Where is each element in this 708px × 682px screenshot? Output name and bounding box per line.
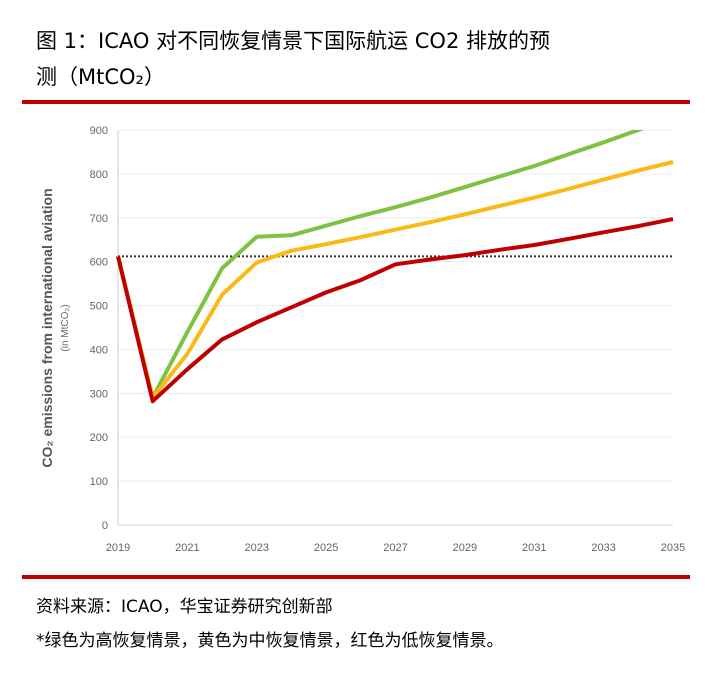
series-lines (116, 130, 674, 404)
x-tick-label: 2021 (175, 542, 199, 554)
y-tick-label: 900 (90, 125, 108, 137)
series-medium-recovery (116, 160, 674, 400)
y-tick-label: 600 (90, 257, 108, 269)
figure-title-line2: 测（MtCO₂） (36, 65, 165, 89)
y-tick-label: 0 (102, 520, 108, 532)
x-tick-label: 2027 (383, 542, 407, 554)
legend-note: *绿色为高恢复情景，黄色为中恢复情景，红色为低恢复情景。 (36, 631, 504, 651)
y-tick-label: 100 (90, 476, 108, 488)
y-tick-label: 300 (90, 388, 108, 400)
series-high-recovery (116, 130, 645, 400)
x-tick-label: 2025 (314, 542, 338, 554)
x-tick-label: 2033 (591, 542, 615, 554)
y-tick-label: 700 (90, 213, 108, 225)
x-tick-label: 2029 (453, 542, 477, 554)
y-tick-label: 500 (90, 301, 108, 313)
y-tick-label: 200 (90, 432, 108, 444)
y-tick-label: 400 (90, 344, 108, 356)
y-axis-label: CO₂ emissions from international aviatio… (39, 188, 55, 467)
axes: 0 100 200 300 400 500 600 700 800 900 2019 2021 2023… (90, 125, 686, 554)
series-low-recovery (116, 217, 674, 404)
bottom-divider (22, 575, 690, 579)
figure-title-line1: 图 1：ICAO 对不同恢复情景下国际航运 CO2 排放的预 (36, 29, 550, 53)
x-tick-label: 2031 (522, 542, 546, 554)
x-tick-label: 2023 (245, 542, 269, 554)
y-axis-unit: (in MtCO₂) (60, 304, 71, 351)
y-tick-label: 800 (90, 169, 108, 181)
line-chart: 0 100 200 300 400 500 600 700 800 900 2019 2021 2023… (39, 125, 686, 554)
source-note: 资料来源：ICAO，华宝证券研究创新部 (36, 597, 333, 617)
top-divider (22, 100, 690, 104)
x-tick-label: 2035 (661, 542, 685, 554)
x-tick-label: 2019 (106, 542, 130, 554)
